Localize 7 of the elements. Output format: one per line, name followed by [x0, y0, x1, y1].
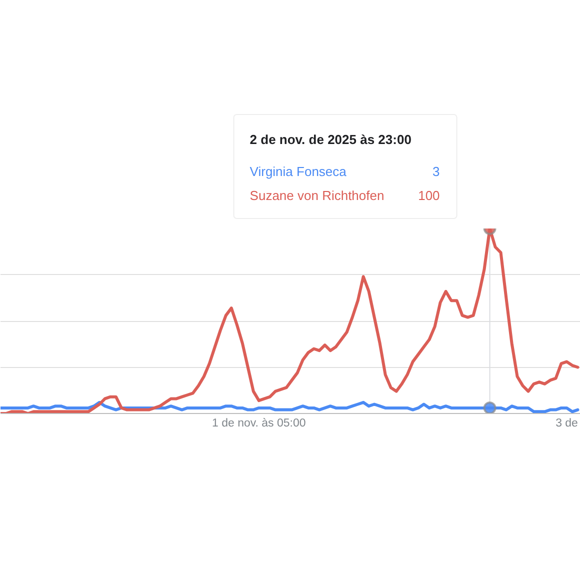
text: 100 — [418, 188, 440, 203]
x-tick-label: 3 de — [556, 418, 578, 430]
text: Suzane von Richthofen — [250, 188, 384, 203]
x-tick-label: 1 de nov. às 05:00 — [212, 418, 306, 430]
text: 2 de nov. de 2025 às 23:00 — [250, 132, 412, 147]
text: 3 — [432, 164, 440, 179]
text: Virginia Fonseca — [250, 164, 348, 179]
